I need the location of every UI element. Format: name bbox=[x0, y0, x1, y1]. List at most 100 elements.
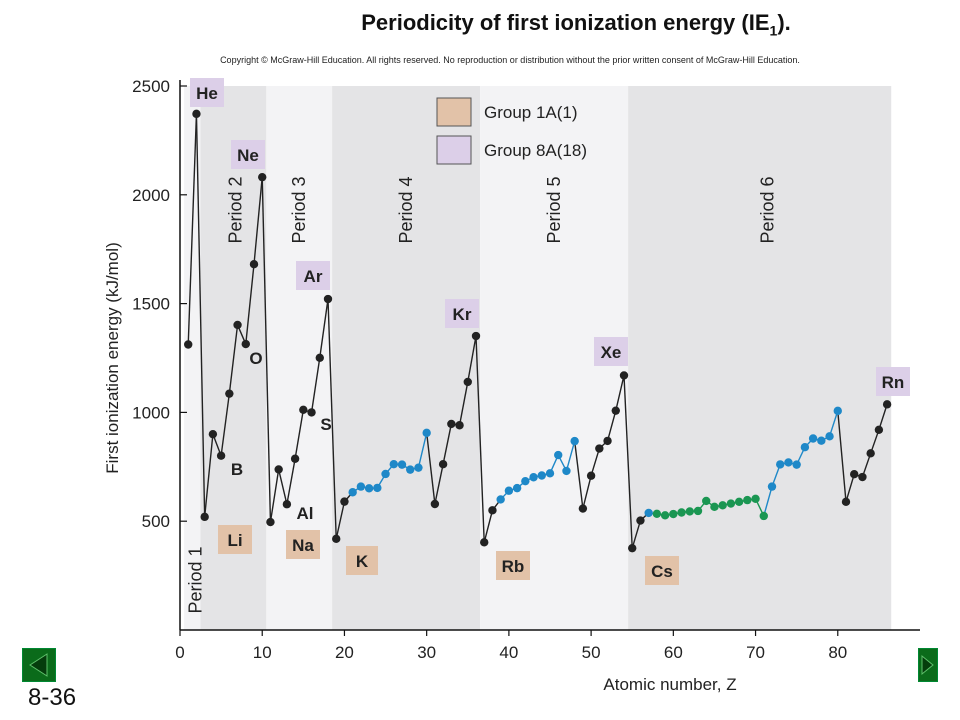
series-segment bbox=[483, 510, 494, 543]
series-segment bbox=[261, 177, 272, 523]
data-point bbox=[866, 449, 875, 458]
data-point bbox=[586, 471, 596, 480]
legend-swatch bbox=[436, 97, 472, 127]
series-segment bbox=[187, 113, 198, 345]
x-tick-label: 10 bbox=[253, 643, 272, 662]
data-point bbox=[471, 331, 481, 341]
series-segment bbox=[837, 410, 847, 502]
data-point bbox=[841, 497, 851, 507]
element-label: Rb bbox=[502, 557, 525, 576]
previous-slide-button[interactable] bbox=[22, 648, 56, 682]
series-segment bbox=[631, 520, 642, 549]
period-band bbox=[628, 86, 892, 630]
period-label: Period 1 bbox=[185, 546, 205, 613]
element-label-box bbox=[645, 556, 679, 585]
element-label: Li bbox=[227, 531, 242, 550]
element-label: Kr bbox=[453, 305, 472, 324]
next-slide-button[interactable] bbox=[918, 648, 938, 682]
data-point bbox=[430, 499, 440, 509]
slide-title: Periodicity of first ionization energy (… bbox=[0, 10, 960, 38]
data-point bbox=[356, 482, 366, 491]
data-point bbox=[858, 472, 867, 482]
data-point bbox=[389, 459, 398, 469]
series-segment bbox=[434, 464, 444, 505]
data-point bbox=[348, 488, 357, 497]
series-segment bbox=[253, 177, 263, 265]
data-point bbox=[792, 460, 801, 469]
y-tick-label: 2500 bbox=[132, 77, 170, 96]
data-point bbox=[266, 517, 275, 527]
x-axis-label: Atomic number, Z bbox=[603, 675, 736, 694]
data-point bbox=[603, 436, 612, 446]
series-segment bbox=[228, 324, 239, 394]
series-segment bbox=[417, 432, 428, 468]
data-point bbox=[652, 509, 662, 519]
x-tick-label: 50 bbox=[582, 643, 601, 662]
data-point bbox=[480, 538, 489, 547]
data-point bbox=[258, 172, 267, 182]
element-label-box bbox=[346, 546, 378, 575]
data-point bbox=[562, 466, 571, 476]
data-point bbox=[685, 507, 694, 516]
series-segment bbox=[327, 299, 337, 539]
x-tick-label: 80 bbox=[828, 643, 847, 662]
series-segment bbox=[582, 475, 592, 509]
series-segment bbox=[220, 393, 231, 456]
copyright-notice: Copyright © McGraw-Hill Education. All r… bbox=[0, 55, 960, 65]
data-point bbox=[307, 408, 316, 417]
data-point bbox=[734, 497, 744, 507]
series-segment bbox=[878, 404, 888, 431]
data-point bbox=[751, 494, 760, 503]
data-point bbox=[825, 432, 834, 441]
data-point bbox=[718, 501, 727, 510]
title-subscript: 1 bbox=[769, 22, 778, 39]
element-label-box bbox=[445, 299, 479, 328]
series-segment bbox=[458, 381, 469, 426]
series-segment bbox=[269, 469, 280, 523]
data-point bbox=[693, 506, 703, 516]
period-label: Period 5 bbox=[544, 176, 564, 243]
series-segment bbox=[623, 375, 633, 549]
series-segment bbox=[277, 469, 288, 505]
data-point bbox=[521, 476, 530, 486]
data-point bbox=[628, 543, 637, 553]
x-tick-label: 40 bbox=[499, 643, 518, 662]
period-label: Period 6 bbox=[758, 176, 778, 243]
data-point bbox=[488, 506, 497, 515]
legend-label: Group 1A(1) bbox=[484, 103, 578, 122]
data-point bbox=[455, 421, 464, 430]
element-label-box bbox=[594, 337, 628, 366]
data-point bbox=[882, 400, 892, 409]
element-label-box bbox=[218, 525, 252, 554]
data-point bbox=[759, 511, 768, 521]
data-point bbox=[702, 496, 711, 506]
data-point bbox=[570, 436, 579, 446]
title-end: ). bbox=[777, 10, 791, 35]
data-point bbox=[233, 320, 242, 330]
data-point bbox=[397, 460, 407, 469]
element-annotation: S bbox=[320, 415, 331, 434]
data-point bbox=[340, 497, 349, 506]
x-tick-label: 70 bbox=[746, 643, 765, 662]
series-segment bbox=[573, 441, 584, 509]
series-segment bbox=[828, 410, 839, 437]
element-label: Xe bbox=[601, 343, 622, 362]
data-point bbox=[241, 339, 250, 349]
y-tick-label: 1500 bbox=[132, 295, 170, 314]
element-label: Ar bbox=[304, 267, 323, 286]
period-band bbox=[184, 86, 201, 630]
data-point bbox=[406, 465, 415, 474]
series-segment bbox=[845, 473, 855, 503]
x-tick-label: 0 bbox=[175, 643, 184, 662]
period-label: Period 3 bbox=[289, 176, 309, 243]
element-label-box bbox=[286, 530, 320, 559]
data-point bbox=[545, 469, 555, 478]
data-point bbox=[677, 508, 686, 517]
series-segment bbox=[335, 501, 346, 539]
data-point bbox=[817, 436, 826, 445]
data-point bbox=[422, 428, 431, 438]
data-point bbox=[504, 486, 514, 495]
series-segment bbox=[763, 486, 773, 517]
data-point bbox=[463, 377, 472, 387]
y-tick-label: 1000 bbox=[132, 403, 170, 422]
